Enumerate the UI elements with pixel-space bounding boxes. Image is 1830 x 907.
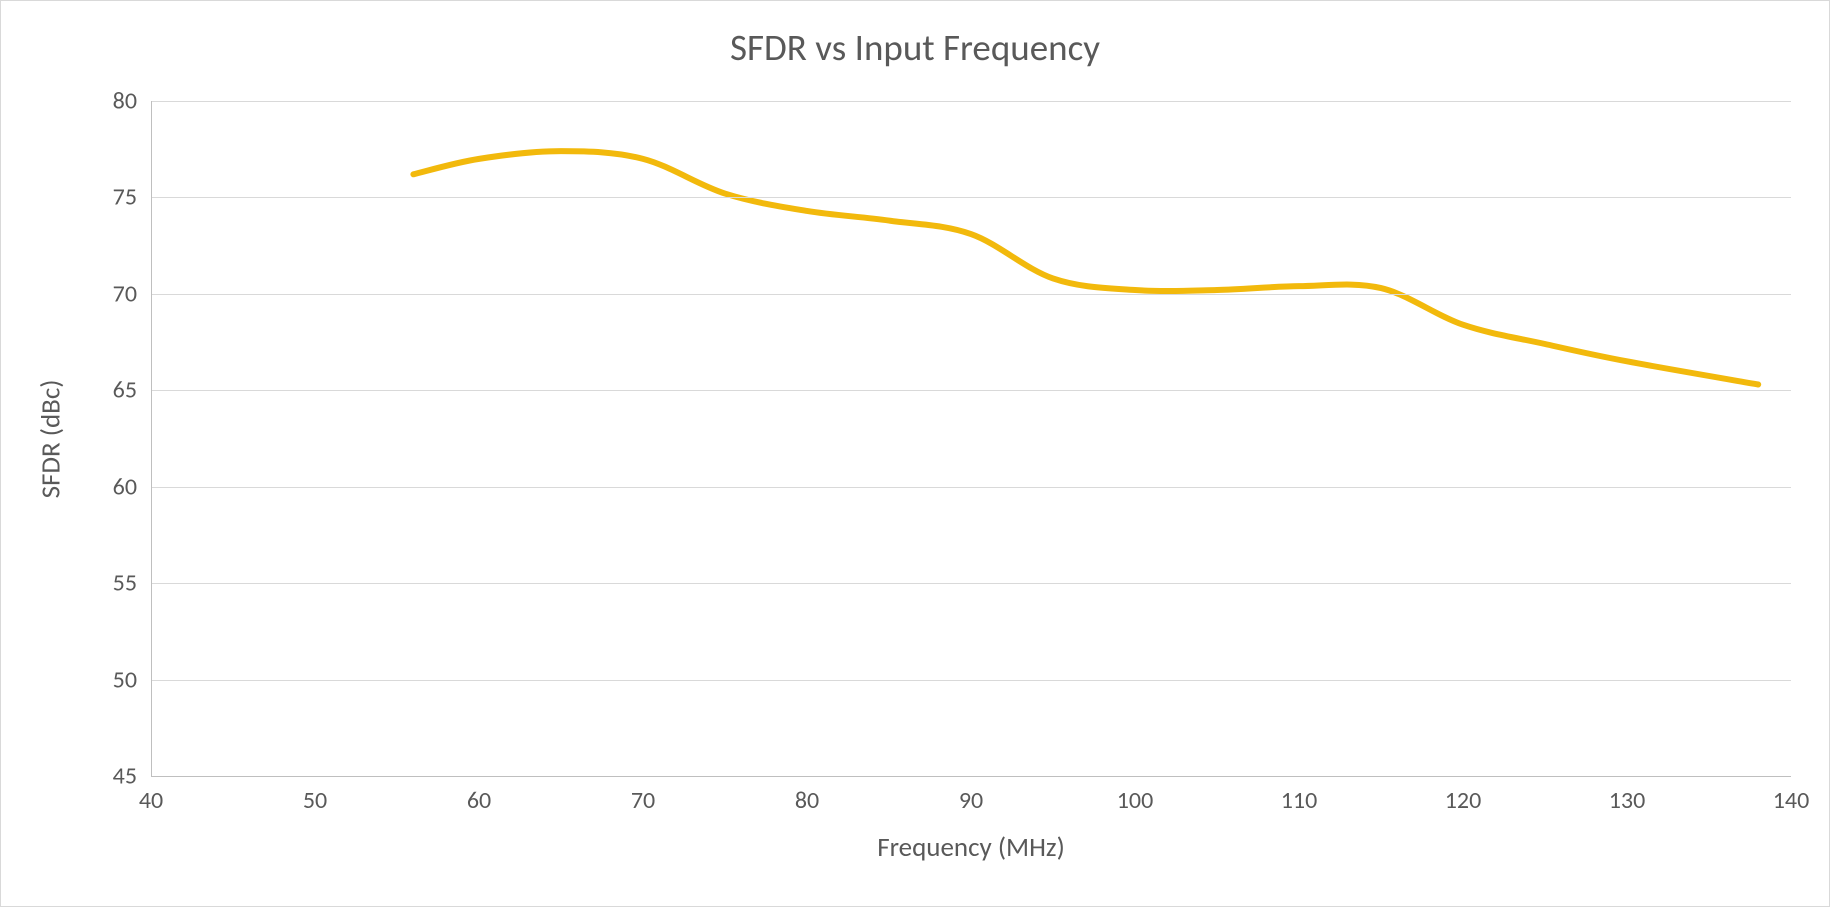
y-axis-title: SFDR (dBc)	[35, 379, 68, 498]
x-tick-label: 50	[303, 786, 327, 815]
x-tick-label: 100	[1117, 786, 1154, 815]
plot-area: 4550556065707580405060708090100110120130…	[151, 101, 1791, 776]
x-axis-title: Frequency (MHz)	[877, 831, 1065, 864]
x-tick-label: 130	[1609, 786, 1646, 815]
chart-title: SFDR vs Input Frequency	[1, 25, 1829, 70]
gridline-horizontal	[151, 294, 1791, 295]
y-tick-label: 80	[57, 87, 137, 116]
gridline-horizontal	[151, 101, 1791, 102]
x-tick-label: 80	[795, 786, 819, 815]
chart-container: SFDR vs Input Frequency 4550556065707580…	[0, 0, 1830, 907]
x-tick-label: 70	[631, 786, 655, 815]
y-tick-label: 75	[57, 183, 137, 212]
x-axis-line	[151, 776, 1791, 777]
gridline-horizontal	[151, 680, 1791, 681]
y-tick-label: 45	[57, 762, 137, 791]
x-tick-label: 40	[139, 786, 163, 815]
y-tick-label: 55	[57, 569, 137, 598]
x-tick-label: 110	[1281, 786, 1318, 815]
gridline-horizontal	[151, 583, 1791, 584]
gridline-horizontal	[151, 487, 1791, 488]
x-tick-label: 60	[467, 786, 491, 815]
gridline-horizontal	[151, 197, 1791, 198]
y-axis-line	[151, 101, 152, 776]
x-tick-label: 90	[959, 786, 983, 815]
y-tick-label: 60	[57, 472, 137, 501]
x-tick-label: 120	[1445, 786, 1482, 815]
chart-line-layer	[151, 101, 1791, 776]
series-line	[413, 151, 1758, 384]
x-tick-label: 140	[1773, 786, 1810, 815]
y-tick-label: 65	[57, 376, 137, 405]
y-tick-label: 70	[57, 279, 137, 308]
gridline-horizontal	[151, 390, 1791, 391]
y-tick-label: 50	[57, 665, 137, 694]
